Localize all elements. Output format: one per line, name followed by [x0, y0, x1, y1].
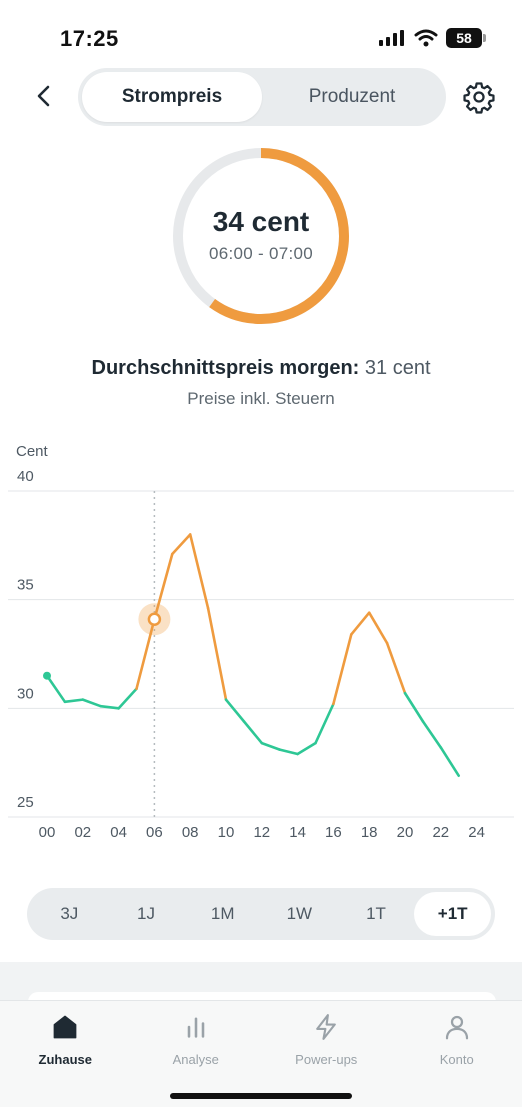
- price-line-segment: [296, 741, 317, 756]
- x-tick-label: 16: [325, 824, 342, 841]
- price-line-segment: [439, 746, 461, 778]
- price-line-segment: [206, 607, 228, 701]
- time-range-selector: 3J 1J 1M 1W 1T +1T: [27, 888, 495, 940]
- price-line-segment: [260, 741, 282, 751]
- lightning-icon: [316, 1014, 337, 1040]
- tab-strompreis[interactable]: Strompreis: [82, 72, 262, 122]
- price-line-segment: [135, 617, 156, 691]
- x-tick-label: 20: [397, 824, 414, 841]
- view-segmented-control: Strompreis Produzent: [78, 68, 446, 126]
- x-tick-label: 10: [218, 824, 235, 841]
- average-price-line: Durchschnittspreis morgen: 31 cent: [0, 357, 522, 380]
- cellular-signal-icon: [379, 30, 404, 46]
- header: Strompreis Produzent: [0, 68, 522, 126]
- price-line-segment: [45, 674, 67, 704]
- y-tick-label: 30: [17, 685, 34, 702]
- price-line-segment: [171, 533, 192, 556]
- status-time: 17:25: [60, 26, 119, 51]
- price-line-segment: [314, 702, 335, 745]
- gear-icon: [463, 82, 495, 114]
- price-line-segment: [403, 691, 425, 723]
- price-chart[interactable]: Cent 40 35 30 25 00 02 04 06 08 10 12 14 16 18 20 22 24: [0, 435, 522, 855]
- price-line-segment: [63, 698, 85, 704]
- x-tick-label: 06: [146, 824, 163, 841]
- x-tick-label: 00: [39, 824, 56, 841]
- price-gauge: 34 cent 06:00 - 07:00: [171, 146, 351, 326]
- tab-label-konto: Konto: [439, 1052, 474, 1067]
- average-price-value: 31 cent: [364, 357, 431, 379]
- y-tick-label: 35: [17, 577, 34, 594]
- y-tick-label: 25: [17, 794, 34, 811]
- tax-note: Preise inkl. Steuern: [187, 389, 335, 408]
- x-tick-label: 14: [289, 824, 306, 841]
- y-tick-label: 40: [17, 468, 34, 485]
- range-plus-1t[interactable]: +1T: [414, 892, 492, 936]
- x-tick-label: 24: [468, 824, 485, 841]
- highlight-point: [147, 612, 162, 626]
- x-tick-label: 04: [110, 824, 127, 841]
- back-button[interactable]: [26, 78, 62, 114]
- gauge-ring: [173, 148, 349, 324]
- range-1j[interactable]: 1J: [137, 904, 155, 923]
- average-price-label: Durchschnittspreis morgen:: [91, 357, 360, 379]
- price-line-segment: [117, 687, 138, 710]
- price-line-segment: [385, 641, 407, 695]
- price-line-segment: [278, 748, 299, 756]
- price-line-segment: [224, 698, 246, 723]
- x-tick-label: 12: [253, 824, 270, 841]
- tab-konto[interactable]: Konto: [392, 1001, 522, 1107]
- gauge-progress: [173, 148, 349, 324]
- person-icon: [445, 1015, 468, 1040]
- battery-icon: 58: [446, 28, 486, 48]
- price-line-segment: [332, 633, 353, 706]
- battery-level: 58: [456, 30, 472, 46]
- price-line-segment: [367, 611, 389, 645]
- tab-label-analyse: Analyse: [172, 1052, 219, 1067]
- current-price: 34 cent: [212, 206, 310, 237]
- y-axis-label: Cent: [16, 443, 49, 460]
- chevron-left-icon: [37, 85, 50, 107]
- x-tick-label: 22: [432, 824, 449, 841]
- bar-chart-icon: [187, 1017, 205, 1038]
- tab-power-ups[interactable]: Power-ups: [261, 1001, 392, 1107]
- range-3j[interactable]: 3J: [60, 904, 79, 923]
- price-line-segment: [242, 720, 264, 745]
- home-indicator: [170, 1093, 352, 1099]
- tab-label-power-ups: Power-ups: [295, 1052, 358, 1067]
- price-line-segment: [421, 720, 443, 749]
- price-line-segment: [188, 533, 210, 610]
- tab-produzent[interactable]: Produzent: [308, 86, 396, 107]
- tab-analyse[interactable]: Analyse: [131, 1001, 262, 1107]
- range-1m[interactable]: 1M: [210, 904, 235, 923]
- status-icons: 58: [378, 28, 486, 48]
- current-time-range: 06:00 - 07:00: [208, 244, 314, 263]
- price-line-segment: [349, 611, 371, 636]
- price-line-segment: [99, 704, 120, 710]
- start-point: [43, 671, 51, 680]
- home-icon: [53, 1015, 77, 1039]
- bottom-tab-bar: Zuhause Analyse Power-ups Konto: [0, 1000, 522, 1107]
- range-1w[interactable]: 1W: [286, 904, 313, 923]
- x-tick-label: 18: [361, 824, 378, 841]
- tab-zuhause[interactable]: Zuhause: [0, 1001, 131, 1107]
- x-tick-label: 02: [74, 824, 91, 841]
- wifi-icon: [414, 29, 438, 47]
- status-bar: 17:25 58: [0, 0, 522, 60]
- price-line-segment: [153, 552, 174, 621]
- price-line-segment: [81, 698, 102, 708]
- settings-button[interactable]: [460, 78, 498, 116]
- tab-label-zuhause: Zuhause: [38, 1052, 92, 1067]
- x-tick-label: 08: [182, 824, 199, 841]
- range-1t[interactable]: 1T: [366, 904, 386, 923]
